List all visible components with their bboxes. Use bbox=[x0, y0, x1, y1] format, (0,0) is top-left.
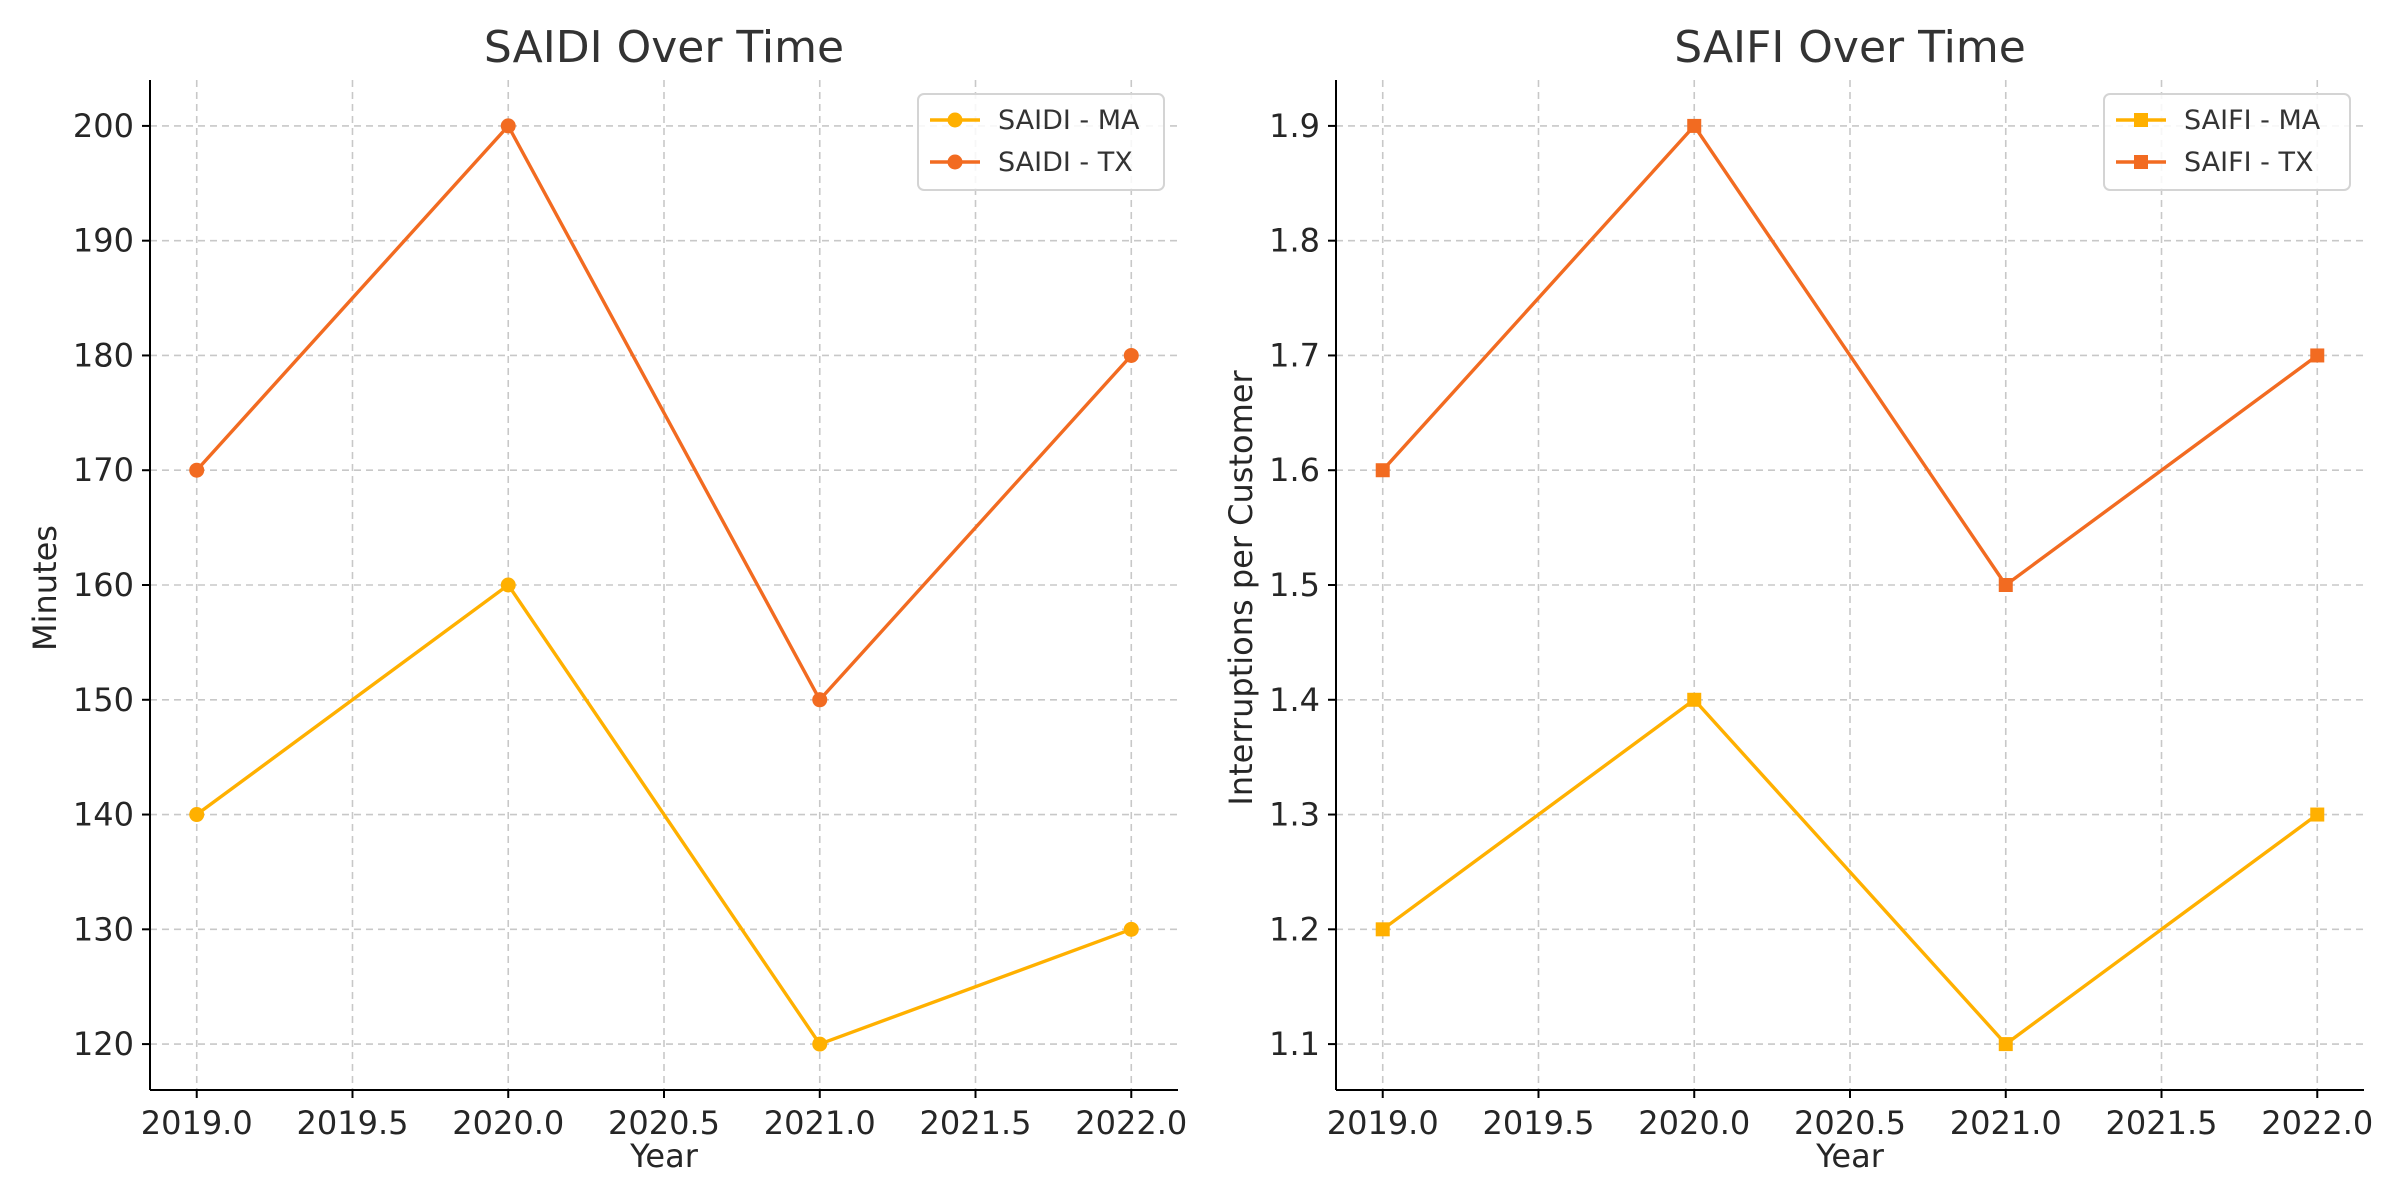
grid bbox=[1336, 80, 2364, 1090]
y-tick-label: 1.4 bbox=[1269, 681, 1320, 719]
x-tick-label: 2021.0 bbox=[764, 1104, 876, 1142]
y-tick-label: 140 bbox=[73, 796, 134, 834]
x-tick-label: 2021.0 bbox=[1950, 1104, 2062, 1142]
y-tick-label: 1.7 bbox=[1269, 336, 1320, 374]
data-point bbox=[1998, 1037, 2013, 1052]
x-axis-label: Year bbox=[629, 1137, 699, 1175]
saidi-chart-panel: SAIDI Over Time Year Minutes 2019.0 2019.… bbox=[26, 22, 1187, 1175]
legend-marker bbox=[947, 112, 963, 128]
data-point bbox=[812, 692, 828, 708]
data-point bbox=[1375, 922, 1390, 937]
y-tick-label: 180 bbox=[73, 336, 134, 374]
saifi-chart-panel: SAIFI Over Time Year Interruptions per C… bbox=[1222, 22, 2373, 1175]
y-tick-label: 1.9 bbox=[1269, 107, 1320, 145]
chart-title: SAIFI Over Time bbox=[1674, 22, 2026, 73]
y-tick-label: 1.6 bbox=[1269, 451, 1320, 489]
data-point bbox=[2310, 807, 2325, 822]
x-tick-label: 2019.5 bbox=[297, 1104, 409, 1142]
y-axis-label: Minutes bbox=[26, 525, 64, 651]
data-point bbox=[1687, 118, 1702, 133]
data-point bbox=[500, 577, 516, 593]
x-tick-label: 2019.0 bbox=[1327, 1104, 1439, 1142]
series-line bbox=[1381, 124, 2319, 587]
series-line bbox=[1381, 698, 2319, 1046]
series-line bbox=[195, 124, 1133, 702]
x-tick-label: 2019.5 bbox=[1483, 1104, 1595, 1142]
legend: SAIFI - MA SAIFI - TX bbox=[2103, 93, 2351, 191]
x-tick-label: 2021.5 bbox=[2106, 1104, 2218, 1142]
data-point bbox=[1687, 692, 1702, 707]
data-point bbox=[189, 462, 205, 478]
x-tick-label: 2020.5 bbox=[608, 1104, 720, 1142]
legend-marker bbox=[2134, 113, 2148, 127]
chart-title: SAIDI Over Time bbox=[484, 22, 844, 73]
legend-marker bbox=[947, 154, 963, 170]
grid bbox=[150, 80, 1178, 1090]
legend-marker bbox=[2134, 155, 2148, 169]
data-point bbox=[500, 118, 516, 134]
y-tick-label: 1.5 bbox=[1269, 566, 1320, 604]
y-tick-label: 200 bbox=[73, 107, 134, 145]
y-tick-label: 1.8 bbox=[1269, 222, 1320, 260]
data-point bbox=[1375, 463, 1390, 478]
x-tick-label: 2020.5 bbox=[1794, 1104, 1906, 1142]
legend: SAIDI - MA SAIDI - TX bbox=[917, 93, 1165, 191]
x-tick-label: 2020.0 bbox=[452, 1104, 564, 1142]
legend-label: SAIFI - MA bbox=[2184, 105, 2321, 136]
y-tick-label: 170 bbox=[73, 451, 134, 489]
legend-box bbox=[2103, 93, 2351, 191]
y-tick-label: 1.1 bbox=[1269, 1025, 1320, 1063]
data-point bbox=[2310, 348, 2325, 363]
y-tick-label: 120 bbox=[73, 1025, 134, 1063]
series-line bbox=[195, 583, 1132, 1046]
y-tick-label: 130 bbox=[73, 910, 134, 948]
legend-label: SAIFI - TX bbox=[2184, 147, 2313, 178]
y-tick-label: 1.3 bbox=[1269, 796, 1320, 834]
legend-label: SAIDI - TX bbox=[998, 147, 1133, 178]
y-tick-label: 190 bbox=[73, 222, 134, 260]
y-tick-label: 160 bbox=[73, 566, 134, 604]
legend-box bbox=[917, 93, 1165, 191]
data-point bbox=[189, 807, 205, 823]
x-axis-label: Year bbox=[1815, 1137, 1885, 1175]
data-point bbox=[812, 1036, 828, 1052]
data-point bbox=[1123, 347, 1139, 363]
legend-label: SAIDI - MA bbox=[998, 105, 1140, 136]
x-tick-label: 2019.0 bbox=[141, 1104, 253, 1142]
data-point bbox=[1123, 921, 1139, 937]
x-tick-label: 2022.0 bbox=[1075, 1104, 1187, 1142]
x-tick-label: 2021.5 bbox=[920, 1104, 1032, 1142]
data-point bbox=[1998, 578, 2013, 592]
y-axis-label: Interruptions per Customer bbox=[1222, 370, 1260, 806]
y-tick-label: 150 bbox=[73, 681, 134, 719]
y-tick-label: 1.2 bbox=[1269, 910, 1320, 948]
x-tick-label: 2020.0 bbox=[1638, 1104, 1750, 1142]
x-tick-label: 2022.0 bbox=[2261, 1104, 2373, 1142]
